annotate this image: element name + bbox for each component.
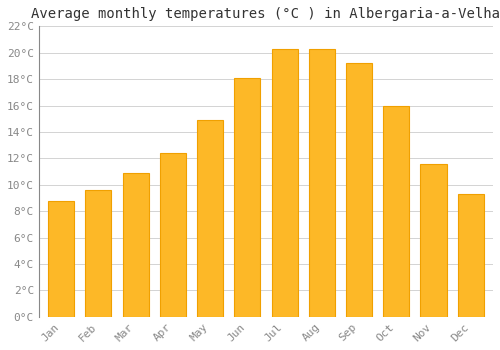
Bar xyxy=(234,78,260,317)
Title: Average monthly temperatures (°C ) in Albergaria-a-Velha: Average monthly temperatures (°C ) in Al… xyxy=(32,7,500,21)
Bar xyxy=(308,49,335,317)
Bar xyxy=(420,163,446,317)
Bar xyxy=(160,153,186,317)
Bar xyxy=(272,49,297,317)
Bar xyxy=(383,105,409,317)
Bar xyxy=(458,194,483,317)
Bar xyxy=(346,63,372,317)
Bar xyxy=(197,120,223,317)
Bar xyxy=(48,201,74,317)
Bar xyxy=(122,173,148,317)
Bar xyxy=(86,190,112,317)
